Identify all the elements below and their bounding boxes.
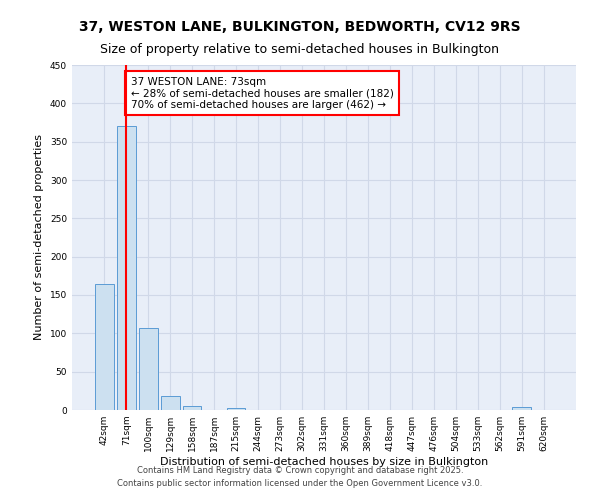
Text: Contains HM Land Registry data © Crown copyright and database right 2025.
Contai: Contains HM Land Registry data © Crown c… <box>118 466 482 487</box>
Bar <box>227 408 245 410</box>
Bar <box>95 284 113 410</box>
Text: 37 WESTON LANE: 73sqm
← 28% of semi-detached houses are smaller (182)
70% of sem: 37 WESTON LANE: 73sqm ← 28% of semi-deta… <box>131 76 394 110</box>
Bar <box>512 407 531 410</box>
Text: Size of property relative to semi-detached houses in Bulkington: Size of property relative to semi-detach… <box>101 42 499 56</box>
X-axis label: Distribution of semi-detached houses by size in Bulkington: Distribution of semi-detached houses by … <box>160 457 488 467</box>
Bar <box>139 328 158 410</box>
Y-axis label: Number of semi-detached properties: Number of semi-detached properties <box>34 134 44 340</box>
Bar <box>117 126 136 410</box>
Text: 37, WESTON LANE, BULKINGTON, BEDWORTH, CV12 9RS: 37, WESTON LANE, BULKINGTON, BEDWORTH, C… <box>79 20 521 34</box>
Bar <box>161 396 179 410</box>
Bar <box>183 406 202 410</box>
